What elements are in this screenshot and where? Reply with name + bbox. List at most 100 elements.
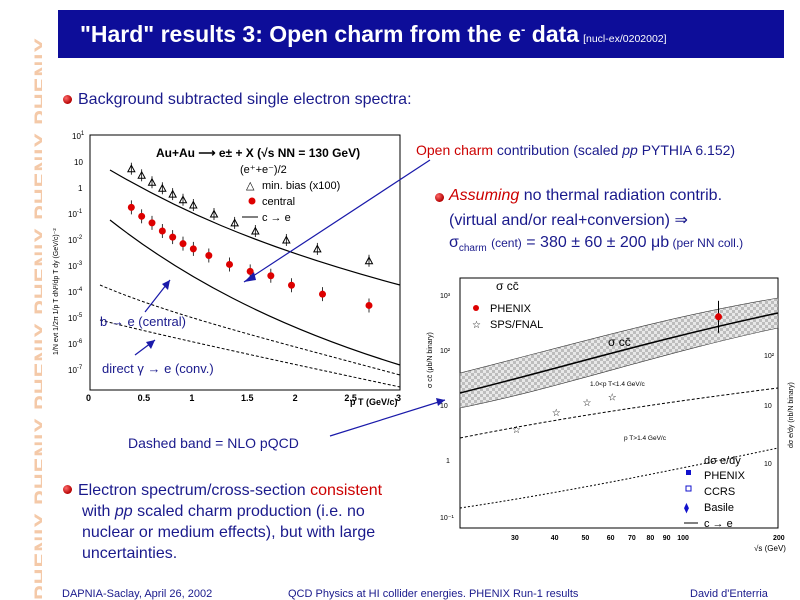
conclusion-line-2: with pp scaled charm production (i.e. no <box>78 501 382 522</box>
x-tick-label: 1 <box>189 393 194 403</box>
svg-text:101: 101 <box>72 131 85 141</box>
right-y2-ticks: 10² 10 10 <box>764 353 775 468</box>
slide-title-bar: "Hard" results 3: Open charm from the e-… <box>58 10 784 58</box>
minbias-point <box>126 164 136 173</box>
open-charm-end: PYTHIA 6.152) <box>637 142 736 158</box>
background-subtracted-text: Background subtracted single electron sp… <box>78 91 412 108</box>
svg-text:10-6: 10-6 <box>68 339 83 349</box>
sigma-sub: charm <box>458 243 487 255</box>
open-charm-pp: pp <box>622 142 638 158</box>
x-tick-label: 70 <box>628 535 636 542</box>
right-legend-top: PHENIX ☆ SPS/FNAL <box>472 303 543 331</box>
legend-triangle-icon: △ <box>246 180 255 192</box>
title-reference: [nucl-ex/0202002] <box>583 33 667 45</box>
y-tick-labels: 101 10 1 10-1 10-2 10-3 10-4 10-5 10-6 1… <box>68 131 85 375</box>
title-main: "Hard" results 3: Open charm from the e <box>80 20 522 47</box>
svg-text:10-1: 10-1 <box>68 209 83 219</box>
conclusion-line-4: uncertainties. <box>82 545 178 562</box>
svg-text:10-4: 10-4 <box>68 287 83 297</box>
central-point <box>288 281 295 289</box>
svg-text:10: 10 <box>764 403 772 410</box>
legend-minbias: min. bias (x100) <box>262 180 340 192</box>
svg-text:10³: 10³ <box>440 293 451 300</box>
svg-text:10-5: 10-5 <box>68 313 83 323</box>
central-point <box>267 272 275 280</box>
svg-text:SPS/FNAL: SPS/FNAL <box>490 319 543 331</box>
sps-fnal-point: ☆ <box>583 398 592 409</box>
annotation-pt-range: 1.0<p T<1.4 GeV/c <box>590 381 646 388</box>
cross-section-chart: 10³ 10² 10 1 10⁻¹ 10² 10 10 30 40 50 60 70 80 90 100… <box>427 277 795 553</box>
open-charm-rest: contribution (scaled <box>493 142 623 158</box>
x-tick-label: 80 <box>646 535 654 542</box>
right-legend-bottom: dσ e/dy PHENIX CCRS ⧫ Basile c → e <box>684 455 746 530</box>
minbias-point <box>137 170 147 179</box>
sigma-value: = 380 ± 60 ± 200 μb <box>521 234 670 251</box>
x-tick-label: 90 <box>663 535 671 542</box>
central-point <box>319 290 326 298</box>
svg-text:☆: ☆ <box>472 320 481 331</box>
minbias-point <box>168 189 178 198</box>
svg-text:PHENIX: PHENIX <box>704 470 746 482</box>
assuming-italic: Assuming <box>449 187 520 204</box>
right-chart-ylabel: σ cc̄ (μb/N binary) <box>427 332 434 388</box>
conclusion-line-3: nuclear or medium effects), but with lar… <box>82 524 376 541</box>
svg-text:10: 10 <box>764 461 772 468</box>
conclusion-consistent: consistent <box>310 482 383 499</box>
svg-text:10²: 10² <box>764 353 775 360</box>
bullet-icon <box>63 95 72 104</box>
sigma-note: (per NN coll.) <box>669 236 744 250</box>
minbias-point <box>230 218 240 227</box>
right-chart-title: σ cc̄ <box>496 279 519 293</box>
title-sup: - <box>521 20 526 36</box>
conclusion-pp: pp <box>114 503 133 520</box>
svg-text:10: 10 <box>74 158 83 167</box>
x-tick-label: 40 <box>551 535 559 542</box>
x-tick-label: 1.5 <box>241 393 254 403</box>
assuming-text: Assuming no thermal radiation contrib. <box>449 187 722 205</box>
x-tick-label: 2.5 <box>344 393 357 403</box>
conclusion-text: Electron spectrum/cross-section consiste… <box>78 480 382 564</box>
central-point <box>138 212 146 220</box>
conclusion-l2c: scaled charm production (i.e. no <box>132 503 365 520</box>
x-tick-label: 0.5 <box>138 393 151 403</box>
central-point <box>148 219 156 227</box>
right-chart-ylabel2: dσ e/dy (nb/N binary) <box>788 382 795 448</box>
svg-text:1: 1 <box>446 458 450 465</box>
bullet-icon <box>435 193 444 202</box>
sps-fnal-point: ☆ <box>512 425 521 436</box>
x-tick-label: 0 <box>86 393 91 403</box>
right-y-ticks: 10³ 10² 10 1 10⁻¹ <box>440 293 454 522</box>
svg-text:PHENIX: PHENIX <box>490 303 532 315</box>
minbias-point <box>188 200 198 209</box>
sigma-cent: (cent) <box>491 236 522 250</box>
slide-title: "Hard" results 3: Open charm from the e-… <box>80 21 579 48</box>
svg-text:Basile: Basile <box>704 502 734 514</box>
phenix-point <box>715 313 723 321</box>
right-x-tick-labels: 30 40 50 60 70 80 90 100 200 <box>511 535 785 542</box>
left-chart-title: Au+Au ⟶ e± + X (√s NN = 130 GeV) <box>156 146 360 160</box>
svg-text:10-3: 10-3 <box>68 261 83 271</box>
central-point <box>205 252 213 260</box>
central-point <box>189 245 197 253</box>
right-chart-xlabel: √s (GeV) <box>754 544 786 553</box>
x-tick-label: 3 <box>396 393 401 403</box>
conclusion-l2a: with <box>82 503 115 520</box>
title-tail: data <box>525 20 580 47</box>
legend-c-e: c → e <box>262 212 291 224</box>
bullet-icon <box>63 485 72 494</box>
sigma-symbol: σ <box>449 234 459 251</box>
open-charm-annotation: Open charm contribution (scaled pp PYTHI… <box>416 142 735 158</box>
direct-gamma-label: direct γ → e (conv.) <box>102 361 214 376</box>
central-point <box>365 301 373 309</box>
minbias-point <box>157 183 167 192</box>
sps-fnal-point: ☆ <box>552 408 561 419</box>
x-tick-label: 100 <box>677 535 689 542</box>
minbias-point <box>178 195 188 204</box>
central-point <box>246 267 254 275</box>
minbias-point <box>147 177 157 186</box>
right-chart-curve-label: σ cc̄ <box>608 335 631 349</box>
svg-text:10-7: 10-7 <box>68 365 83 375</box>
footer-center: QCD Physics at HI collider energies. PHE… <box>288 588 579 600</box>
sigma-charm-result: σcharm (cent) = 380 ± 60 ± 200 μb (per N… <box>449 234 743 254</box>
conclusion-line-1: Electron spectrum/cross-section consiste… <box>78 480 382 501</box>
